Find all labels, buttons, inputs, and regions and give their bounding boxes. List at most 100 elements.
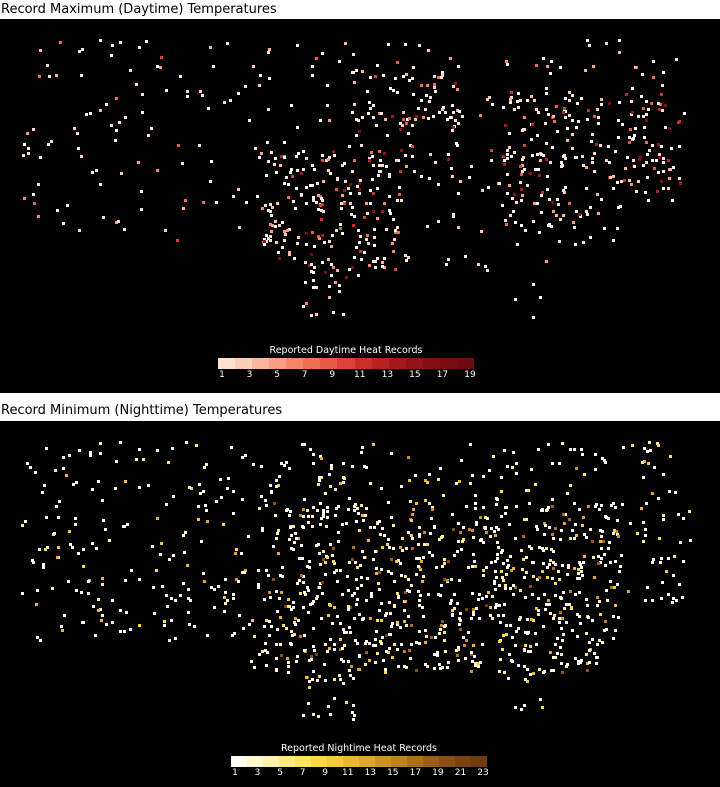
station-dot [604,620,607,623]
station-dot [388,647,391,650]
station-dot [408,117,411,120]
station-dot [598,508,601,511]
station-dot [426,481,429,484]
station-dot [501,576,504,579]
station-dot [404,600,407,603]
station-dot [26,462,29,465]
station-dot [295,537,298,540]
station-dot [339,638,342,641]
station-dot [257,583,260,586]
station-dot [269,210,272,213]
station-dot [523,518,526,521]
night-legend-swatch [295,756,311,767]
station-dot [495,526,498,529]
night-legend-tick: 1 [232,768,238,778]
station-dot [657,497,660,500]
station-dot [509,98,512,101]
station-dot [479,661,482,664]
station-dot [300,193,303,196]
station-dot [56,209,59,212]
station-dot [389,87,392,90]
station-dot [387,43,390,46]
station-dot [204,504,207,507]
station-dot [545,260,548,263]
station-dot [379,170,382,173]
station-dot [527,650,530,653]
station-dot [174,637,177,640]
station-dot [370,592,373,595]
station-dot [457,65,460,68]
station-dot [285,627,288,630]
station-dot [388,173,391,176]
station-dot [271,206,274,209]
station-dot [482,569,485,572]
station-dot [287,196,290,199]
station-dot [434,90,437,93]
station-dot [504,219,507,222]
station-dot [252,463,255,466]
station-dot [334,488,337,491]
station-dot [508,523,511,526]
station-dot [575,210,578,213]
station-dot [418,604,421,607]
station-dot [560,597,563,600]
station-dot [409,144,412,147]
station-dot [457,646,460,649]
station-dot [543,522,546,525]
station-dot [568,114,571,117]
station-dot [546,566,549,569]
station-dot [411,547,414,550]
station-dot [368,157,371,160]
station-dot [343,631,346,634]
station-dot [441,565,444,568]
station-dot [276,628,279,631]
station-dot [342,462,345,465]
station-dot [541,706,544,709]
station-dot [437,183,440,186]
station-dot [534,168,537,171]
station-dot [502,579,505,582]
station-dot [651,561,654,564]
station-dot [571,94,574,97]
station-dot [333,648,336,651]
station-dot [494,560,497,563]
station-dot [315,544,318,547]
station-dot [641,461,644,464]
station-dot [514,644,517,647]
station-dot [660,557,663,560]
station-dot [147,134,150,137]
station-dot [270,491,273,494]
station-dot [373,244,376,247]
station-dot [600,504,603,507]
station-dot [355,578,358,581]
station-dot [339,482,342,485]
station-dot [229,99,232,102]
station-dot [489,535,492,538]
station-dot [422,556,425,559]
station-dot [443,625,446,628]
station-dot [302,575,305,578]
station-dot [356,566,359,569]
station-dot [603,227,606,230]
station-dot [111,44,114,47]
station-dot [413,170,416,173]
station-dot [472,553,475,556]
station-dot [471,529,474,532]
station-dot [562,189,565,192]
station-dot [352,704,355,707]
station-dot [207,107,210,110]
station-dot [408,479,411,482]
station-dot [426,84,429,87]
station-dot [580,566,583,569]
station-dot [499,621,502,624]
station-dot [195,444,198,447]
station-dot [312,713,315,716]
station-dot [529,585,532,588]
station-dot [547,506,550,509]
station-dot [580,570,583,573]
station-dot [604,461,607,464]
station-dot [645,100,648,103]
station-dot [596,596,599,599]
station-dot [515,462,518,465]
station-dot [595,662,598,665]
